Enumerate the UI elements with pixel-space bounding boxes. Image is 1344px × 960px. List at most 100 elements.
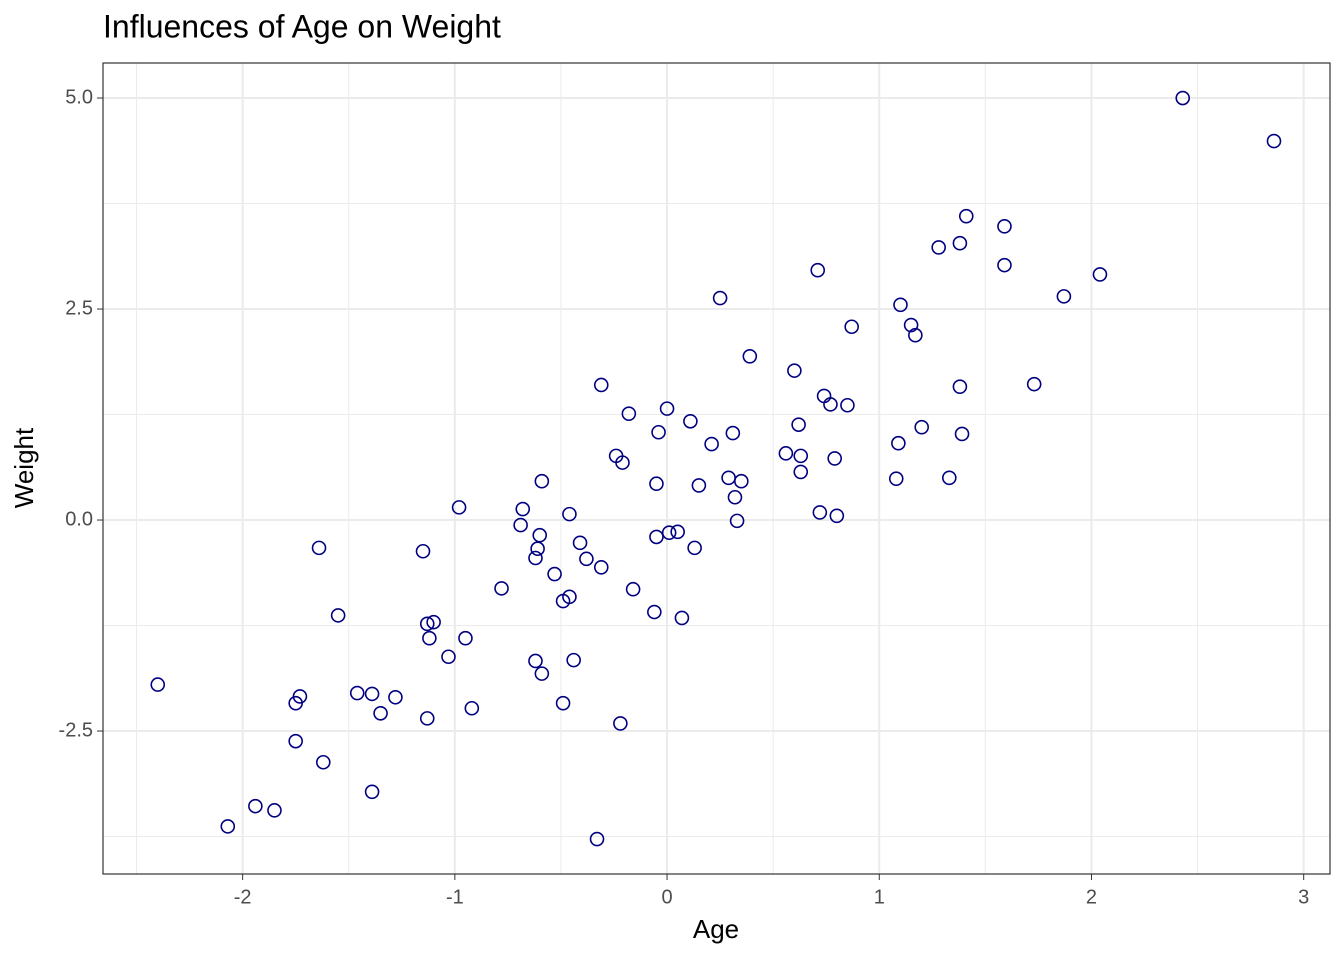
point [888,471,904,486]
x-tick-label: 2 [1086,886,1097,908]
point [1026,376,1042,392]
point [422,630,437,646]
x-tick-label: -1 [446,886,464,908]
y-tick-label: 2.5 [65,297,93,319]
point [494,581,509,596]
point [891,435,906,451]
y-tick-label: 5.0 [65,86,93,108]
point [288,733,303,749]
point [793,464,809,480]
point [364,686,380,702]
point [613,716,628,731]
point [729,513,745,529]
point [812,505,828,520]
point [534,666,550,681]
point [997,219,1012,234]
point [793,448,809,464]
point [647,604,662,620]
point [734,473,749,489]
point [952,235,968,251]
point [388,689,403,705]
point [547,566,562,582]
point [778,446,794,461]
point [464,700,480,716]
point [589,831,605,847]
point [674,610,690,626]
point [625,581,641,597]
point [683,413,698,429]
point [941,470,957,486]
point [1056,289,1072,304]
point [530,541,545,557]
point [742,348,758,364]
point [954,426,970,442]
point [267,803,282,818]
x-tick-label: 3 [1298,886,1309,908]
point [914,419,930,435]
chart-title: Influences of Age on Weight [103,8,501,44]
point [661,525,677,540]
point [649,476,664,492]
point [1175,90,1191,106]
x-tick-label: 1 [874,886,885,908]
point [513,517,528,533]
y-axis-title: Weight [9,427,39,508]
point [419,616,435,632]
point [562,506,577,522]
point [670,524,685,540]
point [566,652,581,668]
point [373,706,388,721]
point [791,417,806,432]
point [621,406,637,421]
point [649,529,664,545]
y-tick-label: -2.5 [59,719,93,741]
point [534,473,550,489]
point [823,397,838,412]
point [659,401,675,416]
point [893,297,908,313]
point [829,508,845,524]
point [515,501,531,517]
point [787,363,802,378]
point [908,327,923,343]
point [691,478,707,493]
x-tick-label: -2 [234,886,252,908]
point [725,425,741,441]
point [528,550,543,566]
point [315,754,331,770]
point [419,711,435,726]
point [827,451,843,466]
point [220,819,236,834]
point [704,436,719,452]
point [952,379,968,394]
point [528,653,543,669]
point [364,784,380,800]
point [844,319,859,335]
point [562,589,577,605]
point [292,689,308,704]
plot-background [103,63,1330,874]
point [532,527,548,543]
point [441,649,456,665]
plot-border [102,62,1331,875]
point [248,798,263,814]
point [593,559,609,575]
point [426,614,441,630]
point [1266,133,1282,149]
point [687,540,702,556]
point [415,543,431,559]
point [555,695,571,711]
point [727,489,743,505]
point [615,455,630,470]
point [593,377,609,393]
point [349,685,365,701]
point [712,290,728,306]
point [903,317,919,333]
point [330,608,346,623]
x-axis-title: Age [693,914,739,944]
point [651,424,666,440]
point [810,262,826,278]
point [579,551,594,567]
